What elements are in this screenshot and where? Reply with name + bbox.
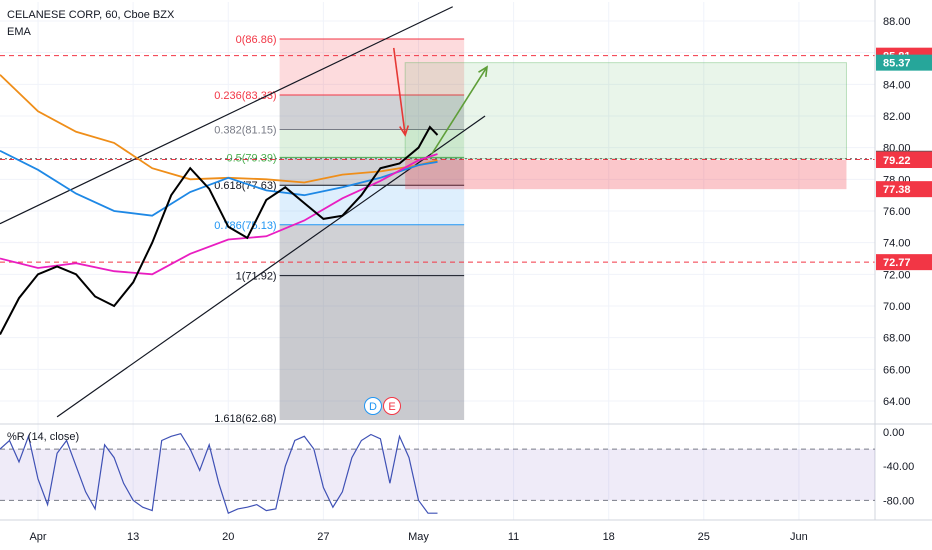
time-tick-5: 11	[508, 531, 519, 543]
price-tick-9: 82.00	[883, 111, 911, 123]
price-tick-3: 70.00	[883, 301, 911, 313]
price-tag-bg-1	[876, 54, 932, 71]
marker-e[interactable]: E	[383, 397, 401, 415]
price-tag-bg-5	[876, 181, 932, 198]
price-tag-1: 85.37	[883, 58, 911, 70]
symbol-title[interactable]: CELANESE CORP, 60, Cboe BZX	[7, 9, 175, 21]
wr-tick-0: 0.00	[883, 427, 904, 439]
fib-zone-0	[279, 39, 465, 95]
time-tick-8: Jun	[790, 531, 808, 543]
marker-d[interactable]: D	[364, 397, 382, 415]
ema-line-2	[0, 149, 438, 217]
fib-zone-1	[279, 94, 465, 130]
price-tag-4: 79.22	[883, 155, 911, 167]
price-tick-10: 84.00	[883, 79, 911, 91]
price-tag-5: 77.38	[883, 184, 911, 196]
price-tick-6: 76.00	[883, 206, 911, 218]
time-tick-3: 27	[317, 531, 329, 543]
time-tick-7: 25	[698, 531, 710, 543]
indicator-label[interactable]: EMA	[7, 26, 31, 38]
price-tag-6: 72.77	[883, 257, 911, 269]
price-tick-1: 66.00	[883, 364, 911, 376]
arrow-head-0	[478, 65, 488, 77]
fib-zone-6	[279, 275, 465, 420]
wr-tick-1: -40.00	[883, 461, 914, 473]
time-tick-1: 13	[127, 531, 139, 543]
price-tick-12: 88.00	[883, 16, 911, 28]
stop-zone	[405, 160, 847, 190]
fib-zone-4	[279, 185, 465, 225]
price-tag-bg-4	[876, 152, 932, 169]
fib-label-0: 0(86.86)	[236, 34, 277, 46]
price-tick-2: 68.00	[883, 333, 911, 345]
wr-band-fill	[0, 449, 875, 501]
arrow-shaft-1	[392, 47, 406, 136]
time-tick-0: Apr	[29, 531, 46, 543]
fib-label-7: 1.618(62.68)	[214, 413, 276, 425]
arrow-head-1	[399, 125, 410, 137]
price-tag-bg-6	[876, 254, 932, 271]
channel-upper	[0, 6, 453, 225]
fib-label-5: 0.786(75.13)	[214, 220, 276, 232]
williams-r-label[interactable]: %R (14, close)	[7, 431, 80, 443]
time-tick-6: 18	[603, 531, 615, 543]
price-tick-5: 74.00	[883, 238, 911, 250]
ema-line-1	[0, 153, 438, 276]
price-tick-4: 72.00	[883, 269, 911, 281]
wr-tick-2: -80.00	[883, 495, 914, 507]
fib-zone-5	[279, 224, 465, 276]
wr-line	[0, 433, 438, 515]
time-tick-2: 20	[222, 531, 234, 543]
time-tick-4: May	[408, 531, 429, 543]
fib-label-2: 0.382(81.15)	[214, 124, 276, 136]
target-zone	[404, 62, 847, 160]
arrow-shaft-0	[431, 66, 488, 155]
price-tick-0: 64.00	[883, 396, 911, 408]
ema-line-0	[0, 125, 439, 335]
